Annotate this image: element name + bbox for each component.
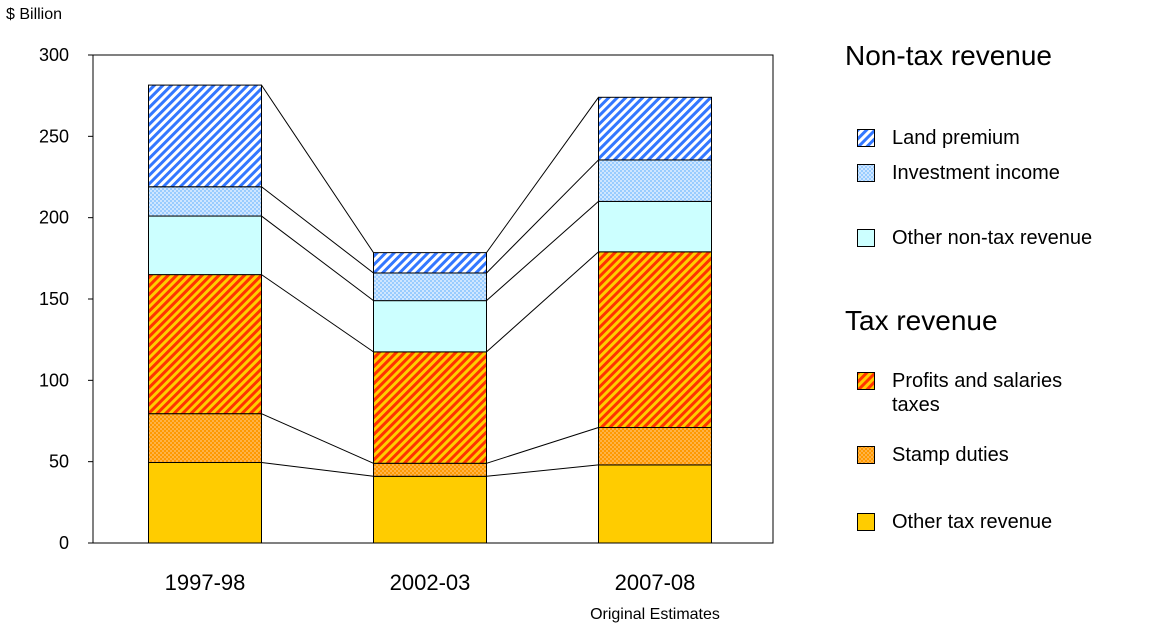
bar-segment-other-non-tax-revenue (598, 200, 712, 253)
legend-swatch-other-tax-revenue (857, 513, 875, 531)
y-tick-label: 200 (39, 208, 69, 228)
legend-swatch-stamp-duties (857, 446, 875, 464)
x-category-label: 2002-03 (390, 570, 471, 595)
y-tick-label: 300 (39, 45, 69, 65)
bar-segment-profits-and-salaries-taxes (373, 351, 487, 464)
bar-segment-stamp-duties (148, 413, 262, 463)
y-tick-label: 50 (49, 452, 69, 472)
y-tick-label: 0 (59, 533, 69, 553)
legend-swatch-investment-income (857, 164, 875, 182)
legend-swatch-land-premium (857, 129, 875, 147)
bar-segment-other-non-tax-revenue (373, 300, 487, 353)
bar-segment-other-tax-revenue (148, 461, 262, 544)
y-tick-label: 150 (39, 289, 69, 309)
bar-segment-investment-income (148, 186, 262, 217)
legend-swatch-other-non-tax-revenue (857, 229, 875, 247)
legend-label: Profits and salaries taxes (892, 370, 1063, 416)
bar-segment-other-non-tax-revenue (148, 215, 262, 276)
legend-heading-tax: Tax revenue (845, 305, 998, 336)
bar-segment-investment-income (598, 159, 712, 202)
x-category-label: 1997-98 (165, 570, 246, 595)
y-tick-label: 100 (39, 370, 69, 390)
legend-label: Investment income (892, 162, 1060, 184)
bar-segment-other-tax-revenue (598, 464, 712, 544)
series-connector-line (261, 84, 374, 253)
legend-label: Stamp duties (892, 444, 1009, 466)
bar-segment-stamp-duties (598, 427, 712, 466)
bar-segment-land-premium (148, 84, 262, 188)
legend-label: Other non-tax revenue (892, 227, 1093, 249)
x-category-sublabel: Original Estimates (590, 606, 720, 623)
bar-segment-stamp-duties (373, 462, 487, 477)
series-connector-line (486, 464, 599, 477)
legend-label: Land premium (892, 127, 1020, 149)
bar-segment-land-premium (598, 96, 712, 161)
series-connector-line (486, 159, 599, 274)
series-connector-line (486, 201, 599, 302)
series-connector-line (486, 427, 599, 464)
series-connector-line (261, 461, 374, 477)
bar-segment-land-premium (373, 252, 487, 274)
series-connector-line (261, 274, 374, 353)
bar-segment-profits-and-salaries-taxes (598, 251, 712, 429)
bar-segment-investment-income (373, 272, 487, 302)
y-axis-unit-label: $ Billion (6, 6, 63, 23)
bar-segment-profits-and-salaries-taxes (148, 274, 262, 415)
legend-heading-non-tax: Non-tax revenue (845, 40, 1053, 71)
series-connector-line (486, 251, 599, 353)
series-connector-line (261, 413, 374, 464)
legend-label: Other tax revenue (892, 511, 1053, 533)
y-tick-label: 250 (39, 126, 69, 146)
series-connector-line (261, 186, 374, 274)
x-category-label: 2007-08 (615, 570, 696, 595)
series-connector-line (486, 97, 599, 253)
bar-segment-other-tax-revenue (373, 475, 487, 544)
series-connector-line (261, 215, 374, 302)
legend-swatch-profits-and-salaries-taxes (857, 372, 875, 390)
